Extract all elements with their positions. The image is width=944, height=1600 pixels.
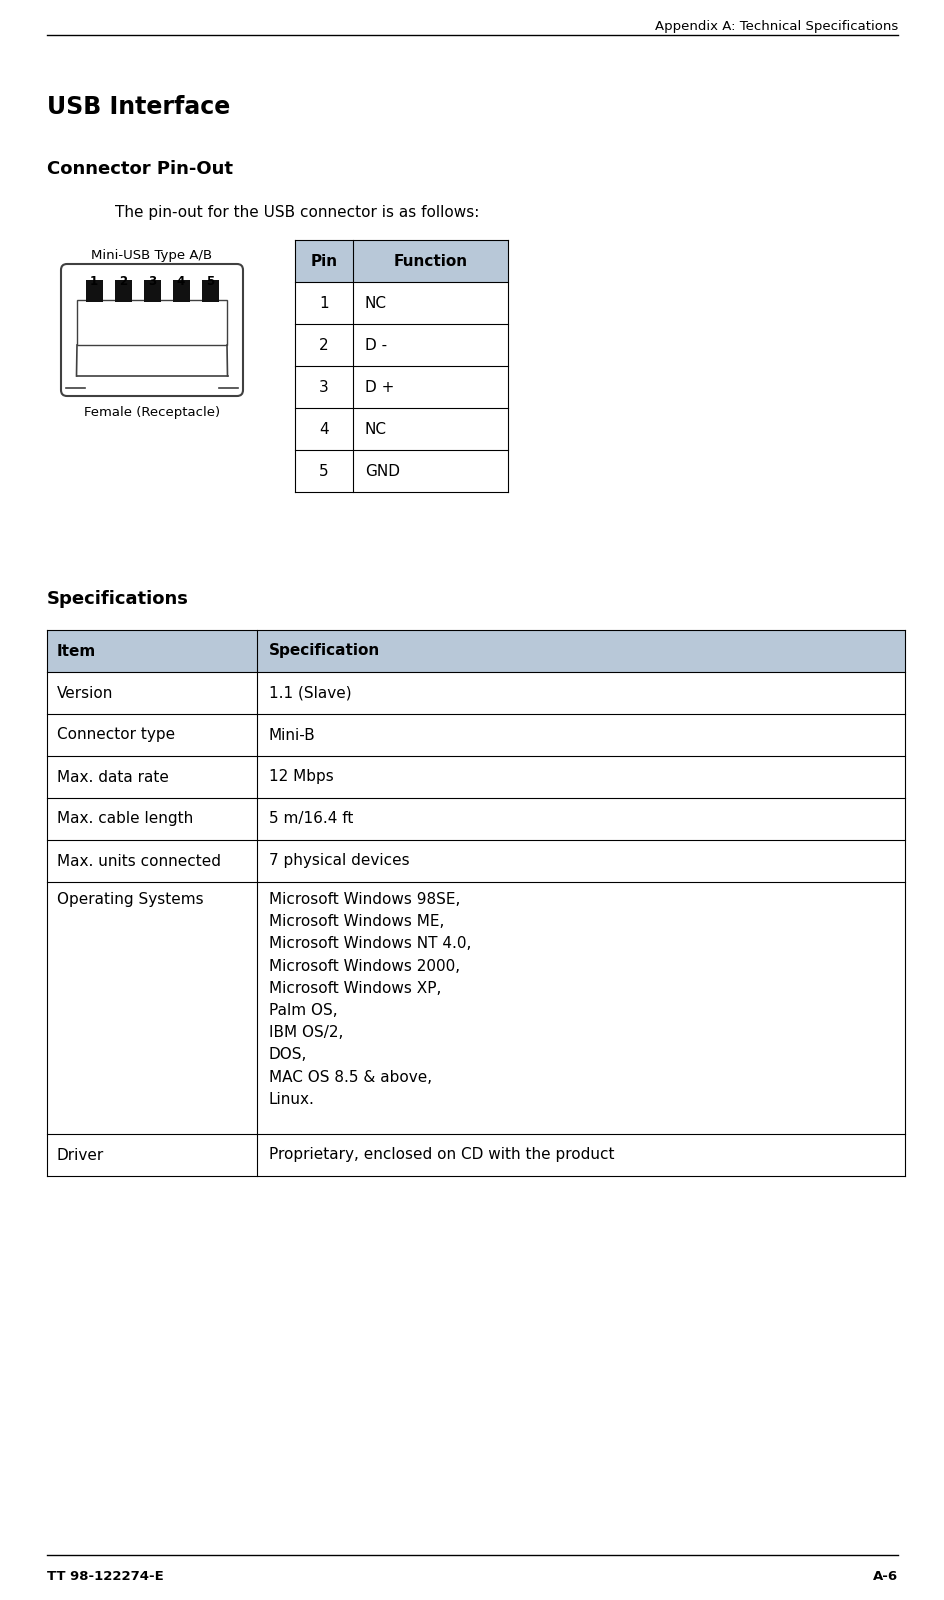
Text: Operating Systems: Operating Systems (57, 893, 203, 907)
Text: 1.1 (Slave): 1.1 (Slave) (269, 685, 351, 701)
Text: Connector Pin-Out: Connector Pin-Out (47, 160, 233, 178)
Bar (47, 840, 904, 882)
Text: Max. cable length: Max. cable length (57, 811, 193, 827)
Text: 4: 4 (177, 275, 185, 288)
Text: 1: 1 (90, 275, 98, 288)
Text: The pin-out for the USB connector is as follows:: The pin-out for the USB connector is as … (115, 205, 479, 219)
Text: 12 Mbps: 12 Mbps (269, 770, 333, 784)
Text: 3: 3 (319, 379, 329, 395)
Text: GND: GND (364, 464, 399, 478)
Bar (47, 1134, 904, 1176)
Bar (295, 366, 508, 408)
Text: Function: Function (393, 253, 467, 269)
Bar (47, 757, 904, 798)
Text: Microsoft Windows 98SE,
Microsoft Windows ME,
Microsoft Windows NT 4.0,
Microsof: Microsoft Windows 98SE, Microsoft Window… (269, 893, 471, 1107)
Text: USB Interface: USB Interface (47, 94, 230, 118)
Text: Appendix A: Technical Specifications: Appendix A: Technical Specifications (654, 19, 897, 34)
Text: TT 98-122274-E: TT 98-122274-E (47, 1570, 163, 1582)
Text: 5: 5 (319, 464, 329, 478)
Bar (173, 280, 190, 302)
Text: Item: Item (57, 643, 96, 659)
Bar (295, 450, 508, 493)
Text: 2: 2 (319, 338, 329, 352)
Bar (76, 301, 227, 346)
Text: Version: Version (57, 685, 113, 701)
Text: 4: 4 (319, 421, 329, 437)
Text: 2: 2 (119, 275, 126, 288)
FancyBboxPatch shape (61, 264, 243, 395)
Text: A-6: A-6 (872, 1570, 897, 1582)
Text: Mini-USB Type A/B: Mini-USB Type A/B (92, 250, 212, 262)
Bar (295, 408, 508, 450)
Text: 7 physical devices: 7 physical devices (269, 853, 409, 869)
Text: 5: 5 (206, 275, 214, 288)
Text: NC: NC (364, 296, 387, 310)
Bar (295, 282, 508, 323)
Text: Female (Receptacle): Female (Receptacle) (84, 406, 220, 419)
Text: Max. units connected: Max. units connected (57, 853, 221, 869)
Text: Connector type: Connector type (57, 728, 175, 742)
Text: 5 m/16.4 ft: 5 m/16.4 ft (269, 811, 353, 827)
Bar (47, 672, 904, 714)
Bar (47, 714, 904, 757)
Text: Pin: Pin (311, 253, 337, 269)
Text: NC: NC (364, 421, 387, 437)
Bar (295, 323, 508, 366)
Text: Driver: Driver (57, 1147, 104, 1163)
Bar (201, 280, 218, 302)
Bar (85, 280, 102, 302)
Text: 3: 3 (148, 275, 156, 288)
Text: Max. data rate: Max. data rate (57, 770, 169, 784)
Bar (47, 630, 904, 672)
Bar (47, 882, 904, 1134)
Text: 1: 1 (319, 296, 329, 310)
Bar (143, 280, 160, 302)
Text: Specification: Specification (269, 643, 379, 659)
Text: Specifications: Specifications (47, 590, 189, 608)
Text: D -: D - (364, 338, 387, 352)
Text: Mini-B: Mini-B (269, 728, 315, 742)
Bar (114, 280, 131, 302)
Bar (295, 240, 508, 282)
Text: D +: D + (364, 379, 394, 395)
Text: Proprietary, enclosed on CD with the product: Proprietary, enclosed on CD with the pro… (269, 1147, 614, 1163)
Bar (47, 798, 904, 840)
